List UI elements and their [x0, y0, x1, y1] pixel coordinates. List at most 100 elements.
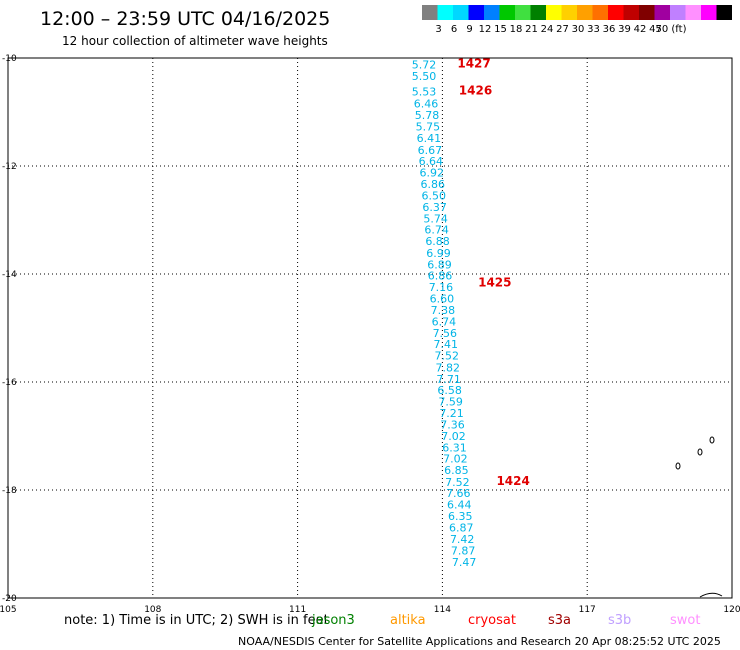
wave-height-label: 7.38: [431, 304, 456, 317]
colorbar-label: 39: [618, 24, 631, 35]
colorbar-label: 9: [466, 24, 472, 35]
wave-height-label: 6.37: [422, 201, 447, 214]
wave-height-label: 7.41: [434, 338, 459, 351]
colorbar-swatch: [577, 5, 593, 20]
wave-height-label: 6.35: [448, 510, 473, 523]
colorbar-swatch: [499, 5, 515, 20]
x-tick-label: 114: [434, 605, 451, 615]
colorbar-swatch: [468, 5, 484, 20]
colorbar-swatch: [546, 5, 562, 20]
colorbar-swatch: [623, 5, 639, 20]
pass-time-label: 1427: [457, 56, 490, 70]
colorbar-swatch: [701, 5, 717, 20]
wave-height-label: 6.74: [424, 224, 449, 237]
satellite-altika: altika: [390, 613, 426, 628]
plot-frame: [7, 57, 733, 599]
x-tick-label: 120: [723, 605, 740, 615]
colorbar-swatch: [670, 5, 686, 20]
colorbar-label: 42: [634, 24, 647, 35]
colorbar-label: 70 (ft): [656, 24, 687, 35]
wave-height-label: 5.53: [412, 85, 437, 98]
y-tick-label: -16: [2, 378, 17, 388]
wave-height-label: 6.46: [414, 97, 439, 110]
island-outline: [697, 448, 703, 456]
coastline-outline: [699, 592, 723, 598]
colorbar-label: 18: [510, 24, 523, 35]
island-outline: [709, 436, 715, 444]
credit-line: NOAA/NESDIS Center for Satellite Applica…: [238, 635, 721, 648]
colorbar-label: 15: [494, 24, 507, 35]
wave-height-label: 7.56: [433, 327, 458, 340]
wave-height-label: 6.67: [418, 144, 443, 157]
satellite-swot: swot: [670, 613, 701, 628]
wave-height-label: 6.99: [426, 247, 451, 260]
wave-height-label: 6.86: [420, 178, 445, 191]
wave-height-label: 7.02: [443, 453, 468, 466]
wave-height-label: 7.16: [429, 281, 454, 294]
colorbar-swatch: [422, 5, 438, 20]
x-tick-label: 108: [144, 605, 161, 615]
wave-height-label: 7.71: [436, 373, 461, 386]
wave-height-label: 6.58: [437, 384, 462, 397]
page-subtitle: 12 hour collection of altimeter wave hei…: [62, 34, 328, 48]
y-tick-label: -20: [2, 594, 17, 604]
colorbar-swatch: [515, 5, 531, 20]
pass-time-label: 1426: [459, 83, 492, 97]
wave-height-label: 7.36: [440, 419, 465, 432]
wave-height-label: 7.21: [439, 407, 464, 420]
pass-time-label: 1425: [478, 276, 511, 290]
wave-height-label: 6.41: [417, 132, 442, 145]
colorbar-label: 3: [435, 24, 441, 35]
wave-height-label: 5.75: [416, 121, 441, 134]
colorbar-swatch: [608, 5, 624, 20]
wave-height-label: 6.85: [444, 464, 469, 477]
colorbar-swatch: [685, 5, 701, 20]
satellite-s3a: s3a: [548, 613, 572, 628]
y-tick-label: -14: [2, 270, 17, 280]
colorbar-swatch: [453, 5, 469, 20]
wave-height-label: 6.89: [427, 258, 452, 271]
wave-height-label: 6.64: [419, 155, 444, 168]
wave-height-label: 6.44: [447, 499, 472, 512]
wave-height-label: 5.50: [412, 70, 437, 83]
wave-height-label: 6.74: [432, 316, 457, 329]
satellite-jason3: jason3: [312, 613, 355, 628]
colorbar-swatch: [592, 5, 608, 20]
colorbar-label: 21: [525, 24, 538, 35]
wave-height-label: 6.60: [430, 292, 455, 305]
colorbar-label: 30: [572, 24, 585, 35]
colorbar-swatch: [561, 5, 577, 20]
colorbar-label: 24: [541, 24, 554, 35]
pass-time-label: 1424: [496, 474, 529, 488]
wave-height-label: 6.92: [420, 166, 445, 179]
wave-height-label: 6.88: [425, 235, 450, 248]
wave-height-label: 6.50: [421, 190, 446, 203]
x-tick-label: 117: [579, 605, 596, 615]
wave-height-label: 6.86: [428, 270, 453, 283]
colorbar-swatch: [639, 5, 655, 20]
colorbar-swatch: [437, 5, 453, 20]
satellite-s3b: s3b: [608, 613, 632, 628]
colorbar-label: 33: [587, 24, 600, 35]
satellite-cryosat: cryosat: [468, 613, 516, 628]
wave-height-label: 7.52: [434, 350, 459, 363]
wave-height-label: 7.47: [452, 556, 477, 569]
colorbar-swatch: [654, 5, 670, 20]
colorbar-swatch: [484, 5, 500, 20]
footer-note: note: 1) Time is in UTC; 2) SWH is in fe…: [64, 613, 329, 628]
colorbar-label: 36: [603, 24, 616, 35]
wave-height-label: 7.66: [446, 487, 471, 500]
colorbar-label: 6: [451, 24, 457, 35]
colorbar-label: 27: [556, 24, 569, 35]
wave-height-label: 5.78: [415, 109, 440, 122]
wave-height-label: 5.74: [423, 212, 448, 225]
wave-height-label: 7.52: [445, 476, 470, 489]
wave-height-label: 7.82: [435, 361, 460, 374]
wave-height-label: 7.59: [438, 395, 463, 408]
colorbar-label: 45: [649, 24, 662, 35]
colorbar-label: 12: [479, 24, 492, 35]
x-tick-label: 111: [289, 605, 306, 615]
y-tick-label: -18: [2, 486, 17, 496]
